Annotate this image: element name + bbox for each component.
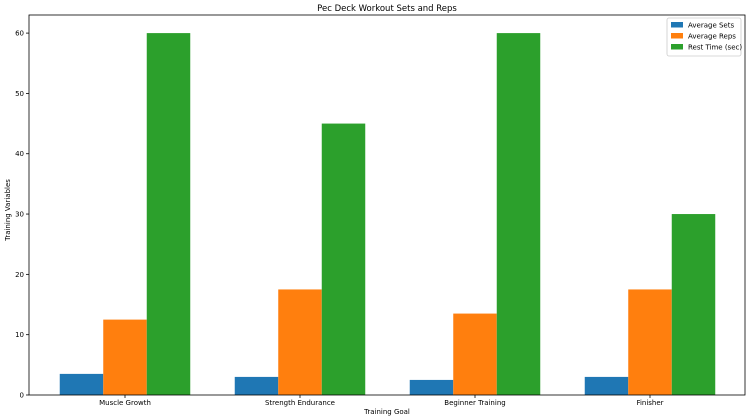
legend-swatch <box>671 33 683 39</box>
x-tick-label: Beginner Training <box>444 399 505 407</box>
legend-label: Rest Time (sec) <box>688 44 742 52</box>
y-tick-label: 50 <box>15 90 24 98</box>
y-tick-label: 10 <box>15 331 24 339</box>
x-tick-label: Strength Endurance <box>265 399 335 407</box>
y-tick-label: 0 <box>20 392 24 400</box>
bar <box>628 289 672 395</box>
bar <box>234 376 279 395</box>
y-axis-label: Training Variables <box>4 179 12 242</box>
bar <box>146 33 191 395</box>
chart-title: Pec Deck Workout Sets and Reps <box>317 4 457 14</box>
bar <box>103 319 147 395</box>
bar <box>59 373 104 395</box>
plot-frame <box>28 14 746 396</box>
y-tick-label: 30 <box>15 211 24 219</box>
bar <box>671 214 716 395</box>
bars-layer <box>59 33 716 396</box>
y-tick-label: 40 <box>15 150 24 158</box>
legend-label: Average Sets <box>688 22 734 30</box>
y-tick-label: 60 <box>15 30 24 38</box>
bar <box>496 33 541 395</box>
bar <box>321 123 366 396</box>
legend: Average Sets Average Reps Rest Time (sec) <box>666 17 742 57</box>
x-axis-label: Training Goal <box>363 408 410 416</box>
bar <box>453 313 497 395</box>
legend-box <box>666 17 742 57</box>
bar <box>584 376 629 395</box>
legend-label: Average Reps <box>688 33 736 41</box>
bar <box>278 289 322 395</box>
y-tick-label: 20 <box>15 271 24 279</box>
bar <box>409 379 454 395</box>
x-tick-label: Muscle Growth <box>99 399 151 407</box>
axes-layer: 0 10 20 30 40 50 60 Muscle Growth Strength Endur… <box>15 14 746 407</box>
legend-swatch <box>671 22 683 28</box>
legend-swatch <box>671 44 683 50</box>
x-tick-label: Finisher <box>636 399 663 407</box>
